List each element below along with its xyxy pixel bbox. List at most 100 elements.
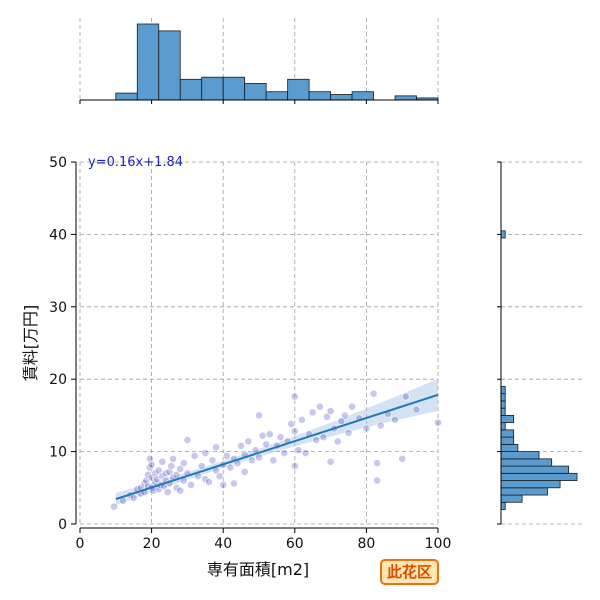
- data-point: [110, 502, 118, 511]
- data-point: [287, 420, 296, 428]
- data-point: [373, 459, 382, 468]
- regression-line: [115, 393, 439, 501]
- data-point: [269, 456, 278, 465]
- data-point: [222, 452, 231, 460]
- data-point: [226, 463, 235, 472]
- data-point: [301, 449, 310, 457]
- data-point: [129, 494, 138, 502]
- x-tick-label: 80: [357, 536, 375, 552]
- right-hist-bar: [500, 458, 553, 467]
- y-tick-label: 0: [58, 517, 67, 533]
- data-point: [167, 462, 176, 470]
- top-hist-bar: [201, 76, 224, 101]
- right-hist-bar: [500, 400, 506, 409]
- right-hist-bar: [500, 480, 561, 489]
- data-point: [369, 389, 378, 398]
- data-point: [262, 440, 271, 449]
- x-tick-label: 100: [425, 536, 452, 552]
- data-point: [255, 411, 263, 420]
- x-tick-label: 40: [214, 536, 232, 552]
- right-histogram: [497, 161, 585, 525]
- data-point: [294, 446, 303, 455]
- data-point: [362, 424, 371, 433]
- data-point: [158, 457, 167, 466]
- scatter-points: [110, 389, 442, 511]
- right-hist-bar: [500, 443, 519, 452]
- regression-line-group: [115, 393, 439, 501]
- regression-equation: y=0.16x+1.84: [88, 155, 183, 170]
- data-point: [276, 433, 285, 442]
- top-hist-bar: [265, 91, 289, 101]
- data-point: [169, 454, 177, 463]
- right-hist-bar: [500, 386, 506, 395]
- data-point: [326, 407, 335, 415]
- data-point: [323, 412, 331, 421]
- data-point: [376, 421, 385, 430]
- data-point: [290, 462, 299, 470]
- data-point: [219, 481, 228, 489]
- data-point: [201, 449, 210, 457]
- right-hist-bar: [500, 472, 578, 481]
- data-point: [373, 476, 382, 485]
- data-point: [337, 417, 346, 426]
- data-point: [401, 392, 410, 401]
- data-point: [204, 478, 213, 486]
- y-tick-label: 30: [49, 300, 67, 316]
- data-point: [163, 488, 172, 497]
- data-point: [290, 392, 299, 401]
- x-tick-label: 60: [286, 536, 304, 552]
- data-point: [237, 441, 245, 450]
- data-point: [145, 454, 154, 463]
- x-tick-labels: 0 20 40 60 80 100: [76, 536, 452, 552]
- data-point: [308, 408, 317, 417]
- data-point: [244, 437, 253, 446]
- data-point: [230, 479, 238, 488]
- data-point: [187, 481, 195, 489]
- data-point: [315, 402, 324, 411]
- y-tick-label: 20: [49, 372, 67, 388]
- data-point: [398, 454, 407, 463]
- data-point: [434, 418, 442, 427]
- data-point: [176, 486, 185, 495]
- top-hist-bar: [136, 23, 160, 101]
- right-hist-bar: [500, 501, 506, 510]
- right-hist-bar: [500, 494, 523, 503]
- data-point: [333, 437, 342, 446]
- top-hist-bar: [351, 91, 374, 101]
- top-hist-bar: [330, 94, 353, 101]
- data-point: [208, 456, 217, 465]
- y-tick-labels: 0 10 20 30 40 50: [49, 155, 67, 533]
- top-hist-bar: [308, 91, 331, 101]
- top-hist-bar: [115, 92, 138, 101]
- data-point: [240, 467, 249, 476]
- data-point: [212, 443, 220, 452]
- data-point: [290, 427, 299, 436]
- main-grid: [79, 161, 439, 525]
- top-hist-bar: [287, 78, 310, 101]
- y-axis-title: 賃料[万円]: [21, 305, 40, 382]
- x-tick-label: 20: [143, 536, 161, 552]
- top-histogram: [79, 18, 439, 104]
- data-point: [147, 460, 156, 469]
- data-point: [197, 462, 206, 470]
- data-point: [179, 459, 188, 468]
- right-hist-bar: [500, 422, 506, 431]
- data-point: [247, 456, 256, 465]
- top-hist-bar: [158, 30, 181, 101]
- data-point: [154, 466, 163, 475]
- right-hist-bar: [500, 414, 515, 424]
- y-tick-label: 50: [49, 155, 67, 171]
- data-point: [280, 449, 288, 457]
- y-tick-label: 10: [49, 445, 67, 461]
- data-point: [190, 452, 199, 460]
- data-point: [255, 453, 263, 462]
- right-hist-bar: [500, 230, 506, 239]
- top-hist-bar: [394, 95, 417, 101]
- right-hist-bar: [500, 465, 569, 474]
- data-point: [412, 405, 421, 414]
- data-point: [176, 465, 185, 473]
- data-point: [183, 436, 192, 444]
- data-point: [319, 433, 328, 442]
- data-point: [215, 472, 224, 481]
